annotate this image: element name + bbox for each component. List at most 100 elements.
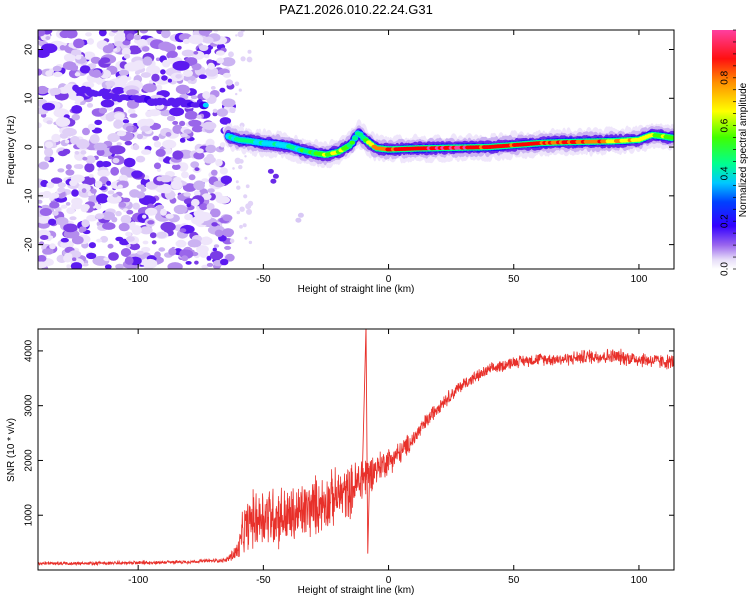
- noise-blob: [62, 127, 77, 137]
- noise-blob: [94, 119, 103, 126]
- noise-blob: [75, 54, 82, 60]
- noise-blob: [64, 30, 78, 39]
- noise-blob: [236, 210, 241, 215]
- noise-blob: [162, 59, 171, 68]
- noise-blob: [140, 187, 147, 193]
- y-tick-label: 2000: [24, 449, 35, 472]
- spectrogram-xlabel: Height of straight line (km): [298, 284, 415, 295]
- noise-blob: [66, 207, 76, 215]
- noise-blob: [124, 256, 134, 265]
- noise-blob: [159, 109, 171, 117]
- noise-blob: [199, 44, 209, 52]
- noise-blob: [183, 69, 193, 77]
- noise-blob: [243, 194, 248, 199]
- noise-blob: [90, 188, 97, 194]
- noise-blob: [101, 161, 112, 168]
- noise-blob: [196, 148, 204, 154]
- noise-blob: [38, 30, 46, 37]
- noise-blob: [162, 139, 177, 149]
- noise-blob: [48, 218, 57, 226]
- noise-blob: [38, 214, 51, 224]
- noise-blob: [100, 235, 109, 243]
- noise-blob: [82, 156, 88, 161]
- noise-blob: [235, 34, 238, 37]
- noise-blob: [42, 190, 52, 199]
- noise-blob: [135, 191, 146, 199]
- noise-blob: [86, 103, 94, 108]
- noise-blob: [203, 54, 210, 59]
- noise-blob: [86, 38, 95, 45]
- noise-blob: [38, 49, 50, 58]
- noise-blob: [55, 117, 71, 127]
- noise-blob: [62, 61, 77, 71]
- noise-blob: [38, 85, 49, 95]
- noise-blob: [245, 184, 250, 189]
- noise-blob: [216, 108, 228, 117]
- noise-blob: [81, 204, 90, 210]
- noise-blob: [247, 49, 252, 54]
- noise-blob: [111, 216, 118, 223]
- noise-blob: [202, 91, 211, 100]
- noise-blob: [79, 65, 91, 74]
- noise-blob: [173, 204, 188, 215]
- noise-blob: [188, 174, 196, 181]
- noise-blob: [213, 244, 220, 248]
- noise-blob: [229, 238, 235, 244]
- noise-blob: [64, 252, 73, 260]
- noise-blob: [240, 30, 245, 33]
- noise-blob: [222, 72, 232, 78]
- noise-blob: [161, 30, 171, 39]
- snr-plot-area: [38, 329, 674, 567]
- noise-blob: [112, 47, 118, 52]
- noise-blob: [65, 202, 71, 206]
- noise-blob: [46, 182, 55, 189]
- noise-blob: [160, 175, 172, 183]
- noise-blob: [166, 115, 176, 122]
- noise-blob: [44, 141, 54, 149]
- noise-blob: [50, 192, 60, 199]
- noise-blob: [140, 125, 151, 132]
- noise-blob: [62, 148, 71, 155]
- colorbar-ticks: 0.0 0.2 0.4 0.6 0.8: [720, 29, 736, 276]
- noise-blob: [122, 119, 130, 124]
- noise-blob: [175, 84, 190, 95]
- noise-blob: [105, 80, 116, 87]
- noise-blob: [145, 207, 158, 216]
- noise-blob: [112, 193, 118, 198]
- noise-blob: [106, 194, 122, 204]
- x-tick-label: 50: [508, 575, 520, 586]
- noise-blob: [100, 99, 115, 108]
- colorbar-tick-label: 0.4: [720, 166, 731, 180]
- streak-highlight: [202, 102, 209, 108]
- noise-blob: [212, 247, 217, 252]
- noise-blob: [154, 251, 161, 258]
- noise-blob: [96, 149, 105, 156]
- spectrogram-x-axis: -100 -50 0 50 100: [128, 30, 648, 285]
- noise-blob: [199, 236, 213, 246]
- noise-blob: [114, 41, 124, 47]
- noise-blob: [212, 111, 218, 117]
- noise-blob: [111, 30, 119, 33]
- noise-blob: [70, 262, 83, 269]
- noise-blob: [160, 208, 167, 216]
- noise-blob: [193, 180, 205, 191]
- snr-xlabel: Height of straight line (km): [298, 585, 415, 596]
- noise-blob: [108, 252, 119, 261]
- noise-blob: [168, 247, 177, 256]
- noise-blob: [206, 262, 214, 267]
- noise-blob: [45, 36, 51, 40]
- noise-blob: [180, 133, 188, 138]
- noise-blob: [194, 211, 212, 222]
- noise-blob: [101, 211, 116, 221]
- noise-blob: [212, 108, 218, 113]
- noise-blob: [140, 72, 151, 78]
- snr-y-axis: 1000 2000 3000 4000: [24, 339, 674, 526]
- noise-blob: [244, 155, 247, 158]
- noise-blob: [132, 60, 146, 70]
- noise-blob: [210, 86, 216, 90]
- noise-blob: [38, 199, 43, 204]
- noise-blob: [74, 150, 80, 155]
- noise-blob: [201, 193, 212, 201]
- noise-blob: [198, 74, 207, 79]
- noise-blob: [122, 40, 131, 46]
